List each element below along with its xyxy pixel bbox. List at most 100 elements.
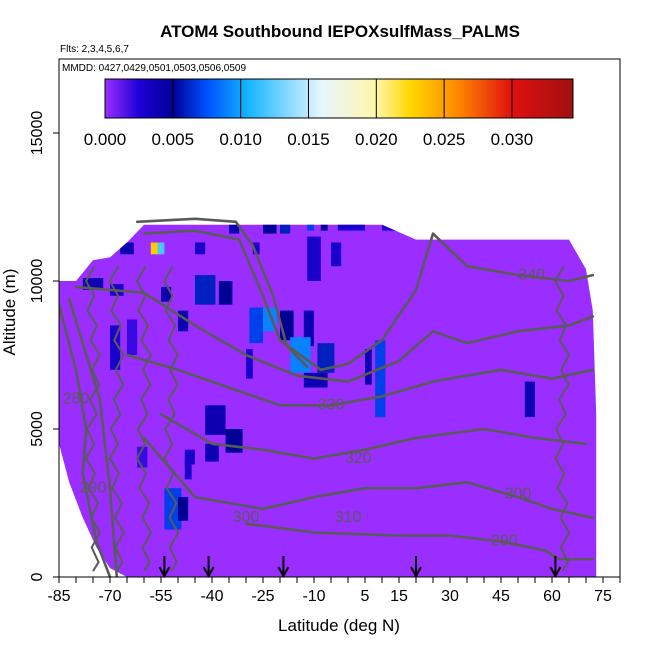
concentration-cell <box>320 224 328 231</box>
concentration-cell <box>127 319 138 355</box>
isotherm-label: 300 <box>505 485 532 502</box>
potential-temperature-contours: 280 290 290 300 300 310 320 330 340 <box>59 217 595 577</box>
concentration-cell <box>178 310 189 332</box>
colorbar-tick-label: 0.025 <box>423 130 466 149</box>
isotherm-label: 290 <box>80 479 107 496</box>
y-axis-label: Altitude (m) <box>0 269 19 356</box>
colorbar-tick-label: 0.030 <box>491 130 534 149</box>
concentration-cell <box>307 236 321 281</box>
y-tick-label: 0 <box>29 572 46 581</box>
isotherm-label: 310 <box>335 509 362 526</box>
concentration-cell <box>365 349 372 385</box>
x-axis-label: Latitude (deg N) <box>278 616 400 635</box>
isotherm-line <box>74 285 595 383</box>
concentration-cell <box>205 443 219 462</box>
colorbar-tick-label: 0.005 <box>152 130 195 149</box>
colorbar-ramp <box>104 78 574 119</box>
x-tick-label: 30 <box>441 588 459 605</box>
concentration-cell <box>409 224 420 231</box>
colorbar-tick-label: 0.020 <box>355 130 398 149</box>
concentration-cell <box>120 242 134 255</box>
concentration-cell <box>195 275 216 305</box>
concentration-cell <box>303 372 328 388</box>
profile-trace <box>554 265 571 572</box>
concentration-cell <box>331 242 342 267</box>
isotherm-label: 290 <box>491 533 518 550</box>
isotherm-line <box>244 522 595 561</box>
concentration-cell <box>218 281 233 305</box>
concentration-cell <box>375 340 386 418</box>
x-tick-label: -10 <box>302 588 325 605</box>
profile-trace <box>163 265 180 572</box>
isotherm-line <box>125 353 595 407</box>
y-tick-label: 10000 <box>29 259 46 304</box>
colorbar-tick-label: 0.000 <box>84 130 127 149</box>
concentration-cell <box>178 497 189 521</box>
concentration-cell <box>303 310 314 347</box>
concentration-cell <box>150 242 161 255</box>
concentration-cell <box>317 343 335 373</box>
concentration-cell <box>524 381 535 418</box>
isotherm-label: 300 <box>233 509 260 526</box>
flight-arrows <box>158 556 562 579</box>
concentration-cell <box>229 224 240 234</box>
concentration-cell <box>205 405 226 435</box>
concentration-cell <box>184 458 192 480</box>
colorbar-ticks: 0.000 0.005 0.010 0.015 0.020 0.025 0.030 <box>84 79 534 149</box>
flight-arrow-head <box>549 566 562 579</box>
y-axis: 0 5000 10000 15000 <box>29 111 59 581</box>
isotherm-line <box>135 217 309 369</box>
x-tick-label: 60 <box>543 588 561 605</box>
x-tick-label: 45 <box>492 588 510 605</box>
data-layer: 280 290 290 300 300 310 320 330 340 <box>59 217 597 577</box>
isotherm-label: 330 <box>318 397 345 414</box>
colorbar: 0.000 0.005 0.010 0.015 0.020 0.025 0.030 <box>84 78 574 149</box>
concentration-cell <box>82 278 104 290</box>
concentration-cell <box>252 242 260 255</box>
concentration-cell <box>382 224 403 231</box>
chart-flights-subtitle: Flts: 2,3,4,5,6,7 <box>60 44 129 55</box>
x-tick-label: -40 <box>200 588 223 605</box>
isotherm-line <box>67 297 119 577</box>
concentration-cell <box>337 224 365 231</box>
x-tick-label: 75 <box>594 588 612 605</box>
data-envelope <box>59 224 597 577</box>
isotherm-line <box>59 303 112 577</box>
concentration-cell <box>280 224 291 234</box>
x-tick-label: 5 <box>361 588 370 605</box>
concentration-cell <box>195 242 206 255</box>
x-axis: -85 -70 -55 -40 -25 -10 5 15 30 45 60 75 <box>47 577 621 605</box>
concentration-cell <box>246 349 253 379</box>
colorbar-tick-label: 0.015 <box>287 130 330 149</box>
concentration-cell <box>307 224 314 231</box>
flight-arrow-head <box>410 566 422 579</box>
concentration-cell <box>249 307 263 344</box>
plot-frame <box>58 58 621 578</box>
y-tick-label: 5000 <box>29 411 46 447</box>
x-tick-label: -70 <box>98 588 121 605</box>
concentration-cell <box>161 286 172 302</box>
x-tick-label: -85 <box>47 588 70 605</box>
isotherm-label: 280 <box>63 391 90 408</box>
flight-arrow-head <box>277 566 290 579</box>
concentration-cell <box>225 429 243 453</box>
profile-trace <box>85 265 101 572</box>
chart-title: ATOM4 Southbound IEPOXsulfMass_PALMS <box>160 22 520 41</box>
flight-arrow-head <box>202 566 215 579</box>
x-tick-label: 15 <box>390 588 408 605</box>
concentration-cell <box>137 446 148 468</box>
profile-trace <box>136 265 152 572</box>
y-tick-label: 15000 <box>29 111 46 156</box>
flight-arrow-head <box>158 566 171 579</box>
isotherm-line <box>159 412 588 460</box>
x-tick-label: -25 <box>251 588 274 605</box>
concentration-cell <box>263 224 277 234</box>
concentration-cell <box>110 325 121 370</box>
concentration-cell <box>184 449 195 465</box>
isotherm-label: 320 <box>345 450 372 467</box>
isotherm-label: 340 <box>518 266 545 283</box>
concentration-cell <box>157 242 165 255</box>
chart-dates-subtitle: MMDD: 0427,0429,0501,0503,0506,0509 <box>62 63 246 74</box>
isotherm-line <box>142 229 595 372</box>
